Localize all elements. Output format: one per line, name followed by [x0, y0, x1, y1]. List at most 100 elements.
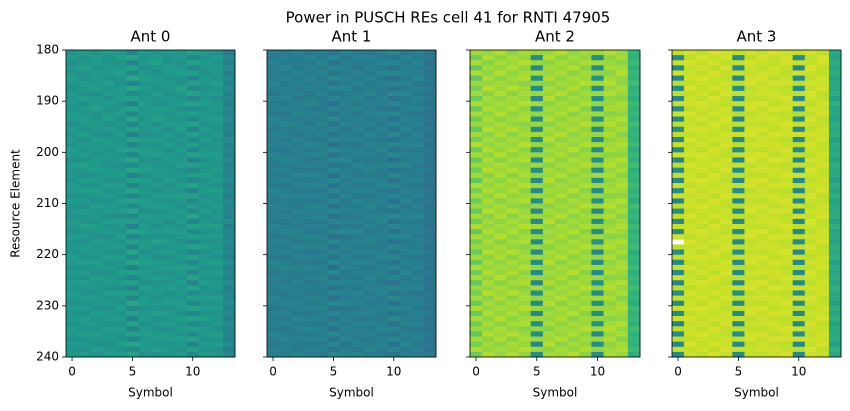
heatmap-cell — [66, 96, 79, 102]
heatmap-cell — [303, 254, 316, 261]
heatmap-cell — [411, 213, 425, 220]
heatmap-cell — [506, 244, 519, 250]
heatmap-cell — [198, 70, 212, 76]
heatmap-cell — [186, 177, 200, 184]
heatmap-cell — [530, 351, 544, 358]
heatmap-cell — [555, 290, 568, 296]
x-tick-label: 10 — [386, 365, 401, 379]
heatmap-cell — [162, 116, 176, 123]
heatmap-cell — [126, 229, 139, 235]
heatmap-cell — [126, 351, 139, 358]
heatmap-cell — [672, 70, 685, 76]
heatmap-cell — [615, 188, 629, 194]
heatmap-cell — [672, 346, 685, 353]
heatmap-cell — [603, 213, 617, 220]
heatmap-cell — [102, 254, 115, 261]
heatmap-cell — [591, 152, 604, 158]
heatmap-cell — [494, 218, 507, 225]
heatmap-cell — [222, 321, 236, 327]
heatmap-cell — [506, 126, 519, 133]
heatmap-cell — [828, 259, 842, 266]
heatmap-cell — [267, 136, 280, 143]
heatmap-cell — [708, 290, 721, 296]
heatmap-cell — [804, 50, 818, 56]
heatmap-cell — [744, 198, 757, 204]
heatmap-cell — [720, 264, 733, 271]
y-tick-label: 210 — [36, 196, 59, 210]
heatmap-cell — [291, 280, 304, 286]
heatmap-cell — [126, 223, 139, 230]
heatmap-cell — [375, 183, 389, 189]
heatmap-cell — [530, 70, 544, 76]
heatmap-cell — [591, 50, 604, 56]
heatmap-cell — [804, 270, 818, 276]
heatmap-cell — [174, 270, 188, 276]
heatmap-cell — [423, 121, 437, 128]
heatmap-cell — [210, 275, 224, 281]
heatmap-cell — [567, 239, 580, 245]
x-axis-label: Symbol — [128, 386, 173, 400]
heatmap-cell — [744, 259, 757, 266]
heatmap-cell — [530, 213, 544, 220]
heatmap-cell — [162, 131, 176, 138]
heatmap-cell — [66, 157, 79, 163]
heatmap-cell — [327, 162, 340, 169]
heatmap-cell — [615, 234, 629, 240]
heatmap-cell — [696, 249, 709, 256]
heatmap-cell — [162, 290, 176, 296]
heatmap-cell — [792, 264, 806, 271]
heatmap-cell — [399, 193, 413, 199]
heatmap-cell — [518, 316, 532, 322]
heatmap-cell — [591, 254, 604, 261]
heatmap-cell — [162, 254, 176, 261]
heatmap-cell — [470, 70, 483, 76]
heatmap-cell — [591, 80, 604, 87]
heatmap-cell — [186, 331, 200, 337]
heatmap-cell — [315, 157, 328, 163]
heatmap-cell — [494, 305, 507, 312]
heatmap-cell — [363, 90, 377, 97]
heatmap-cell — [744, 218, 757, 225]
heatmap-cell — [506, 229, 519, 235]
heatmap-cell — [114, 106, 127, 112]
heatmap-cell — [162, 310, 176, 317]
heatmap-cell — [267, 188, 280, 194]
heatmap-cell — [567, 167, 580, 174]
heatmap-cell — [327, 65, 340, 71]
heatmap-cell — [542, 229, 556, 235]
heatmap-cell — [387, 111, 401, 117]
heatmap-cell — [720, 111, 733, 117]
heatmap-cell — [482, 193, 495, 199]
figure-title: Power in PUSCH REs cell 41 for RNTI 4790… — [286, 9, 611, 27]
heatmap-cell — [482, 270, 495, 276]
heatmap-cell — [530, 341, 544, 348]
heatmap-cell — [828, 244, 842, 250]
heatmap-cell — [90, 131, 103, 138]
heatmap-cell — [186, 188, 200, 194]
heatmap-cell — [363, 136, 377, 143]
heatmap-cell — [780, 55, 794, 61]
heatmap-cell — [627, 213, 641, 220]
heatmap-cell — [518, 285, 532, 291]
heatmap-cell — [591, 285, 604, 291]
heatmap-cell — [339, 275, 352, 281]
heatmap-cell — [351, 85, 364, 92]
heatmap-cell — [615, 85, 629, 92]
heatmap-cell — [555, 218, 568, 225]
heatmap-cell — [542, 321, 556, 327]
heatmap-cell — [423, 157, 437, 163]
heatmap-cell — [162, 70, 176, 76]
heatmap-cell — [567, 106, 580, 112]
heatmap-cell — [315, 316, 328, 322]
heatmap-cell — [423, 346, 437, 353]
heatmap-cell — [138, 126, 151, 133]
heatmap-cell — [351, 65, 364, 71]
heatmap-cell — [327, 244, 340, 250]
heatmap-cell — [756, 142, 769, 148]
heatmap-cell — [411, 218, 425, 225]
heatmap-cell — [555, 96, 568, 102]
heatmap-cell — [291, 290, 304, 296]
heatmap-cell — [222, 203, 236, 210]
heatmap-cell — [518, 106, 532, 112]
heatmap-cell — [804, 111, 818, 117]
